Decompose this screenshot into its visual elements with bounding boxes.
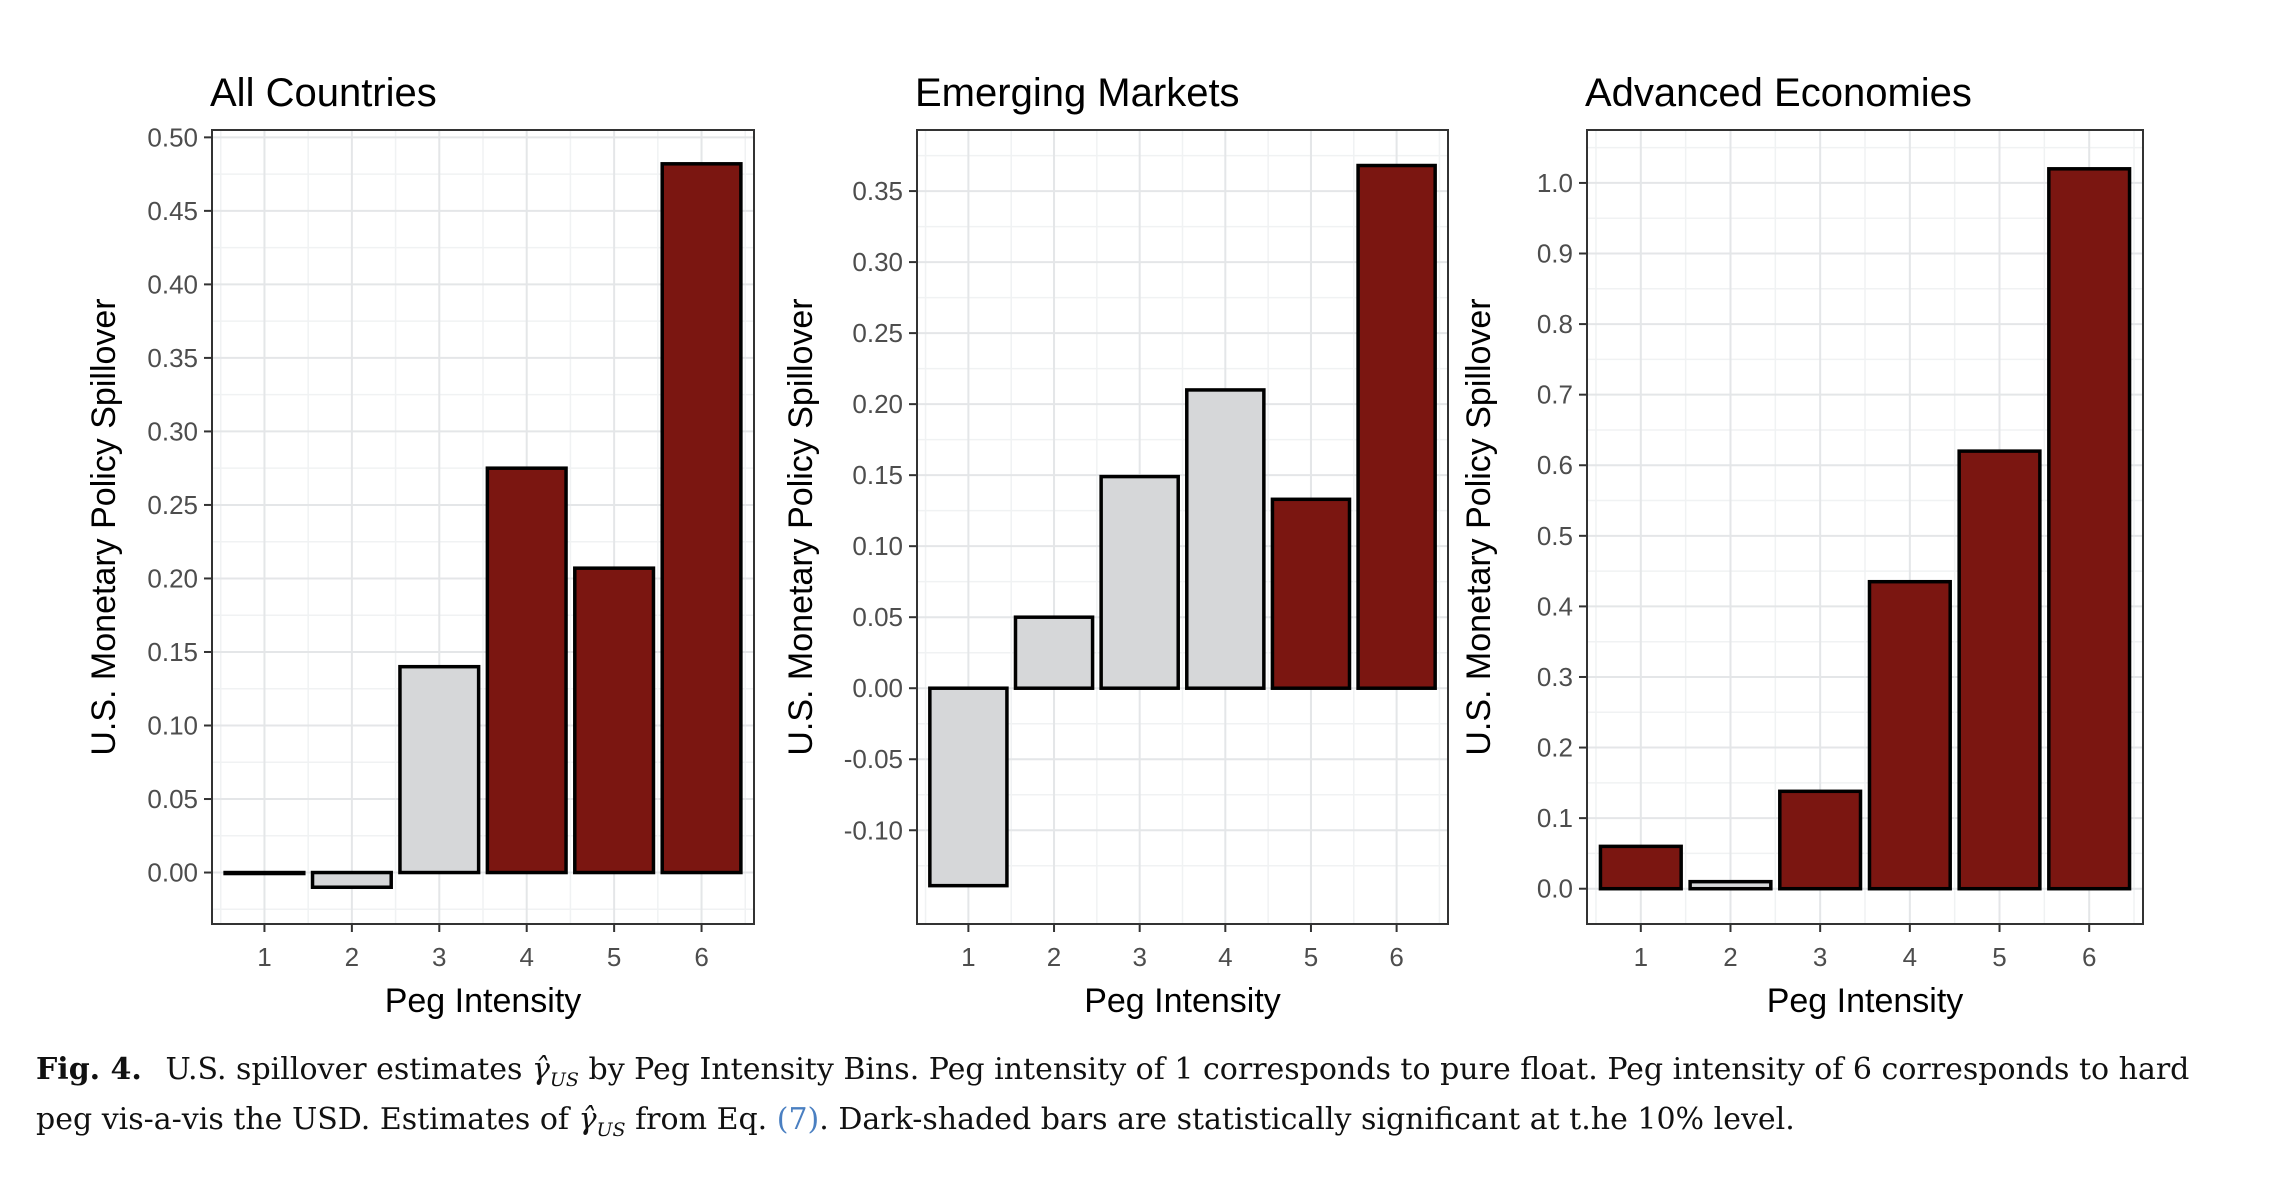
x-axis-label: Peg Intensity — [1767, 982, 1964, 1020]
chart-title: Advanced Economies — [1585, 71, 1972, 115]
x-tick-label: 2 — [1047, 942, 1061, 972]
y-axis-label: U.S. Monetary Policy Spillover — [85, 298, 123, 755]
y-tick-label: 0.05 — [147, 784, 198, 814]
x-tick-label: 1 — [1634, 942, 1648, 972]
panel-border — [916, 129, 1449, 925]
y-tick-label: 0.20 — [147, 563, 198, 593]
gamma-subscript-2: US — [596, 1119, 626, 1141]
bar-6 — [2047, 167, 2132, 891]
x-tick-label: 5 — [1304, 942, 1318, 972]
y-tick-label: 0.50 — [147, 122, 198, 152]
y-tick-label: 0.00 — [147, 858, 198, 888]
y-tick-label: 0.35 — [147, 343, 198, 373]
bar-1 — [1598, 844, 1683, 891]
x-axis-label: Peg Intensity — [1084, 982, 1281, 1020]
bar-5 — [1957, 449, 2042, 891]
bar-4 — [1185, 388, 1266, 690]
chart-title: All Countries — [210, 71, 437, 115]
bar-4 — [1867, 579, 1952, 891]
y-tick-label: 0.0 — [1537, 874, 1573, 904]
bar-2 — [310, 870, 393, 889]
bar-5 — [573, 566, 656, 875]
y-tick-label: 0.25 — [852, 318, 903, 348]
y-tick-label: 0.5 — [1537, 521, 1573, 551]
x-tick-label: 5 — [607, 942, 621, 972]
y-tick-label: 0.35 — [852, 176, 903, 206]
y-tick-label: 0.20 — [852, 389, 903, 419]
bar-6 — [660, 162, 743, 875]
x-tick-label: 6 — [2082, 942, 2096, 972]
gamma-subscript: US — [549, 1069, 579, 1091]
y-tick-label: 0.25 — [147, 490, 198, 520]
equation-link[interactable]: (7) — [776, 1102, 820, 1137]
y-tick-label: 0.9 — [1537, 239, 1573, 269]
y-tick-label: 0.00 — [852, 673, 903, 703]
figure-caption: Fig. 4. U.S. spillover estimates γ̂US by… — [36, 1050, 2246, 1150]
x-tick-label: 3 — [1813, 942, 1827, 972]
bar-5 — [1270, 497, 1352, 690]
x-tick-label: 2 — [345, 942, 359, 972]
y-tick-label: 0.2 — [1537, 733, 1573, 763]
caption-text-3: from Eq. — [635, 1102, 768, 1137]
bar-3 — [1778, 789, 1863, 891]
x-tick-label: 1 — [257, 942, 271, 972]
y-axis-label: U.S. Monetary Policy Spillover — [1460, 298, 1498, 755]
chart-panel-3: 0.0 0.1 0.2 0.3 0.4 0.5 0.6 0.7 0.8 0.9 1.0 1 2 3 4 5 6 A… — [1460, 71, 2144, 1020]
chart-title: Emerging Markets — [915, 71, 1240, 115]
x-tick-label: 6 — [1389, 942, 1403, 972]
y-tick-label: 0.10 — [852, 531, 903, 561]
chart-panel-2: -0.10 -0.05 0.00 0.05 0.10 0.15 0.20 0.25 0.30 0.… — [782, 71, 1449, 1020]
y-tick-label: 0.10 — [147, 711, 198, 741]
y-axis-label: U.S. Monetary Policy Spillover — [782, 298, 820, 755]
x-tick-label: 4 — [1218, 942, 1232, 972]
bar-1 — [928, 686, 1009, 888]
x-tick-label: 4 — [519, 942, 533, 972]
caption-text-1: U.S. spillover estimates — [165, 1052, 523, 1087]
x-tick-label: 4 — [1903, 942, 1917, 972]
y-tick-label: 0.3 — [1537, 662, 1573, 692]
panel-border — [1586, 129, 2144, 925]
bar-4 — [485, 466, 568, 875]
figure-label: Fig. 4. — [36, 1052, 142, 1087]
bar-1 — [223, 870, 306, 876]
bar-3 — [398, 664, 481, 875]
y-tick-label: 0.1 — [1537, 803, 1573, 833]
bar-6 — [1356, 163, 1437, 690]
x-tick-label: 5 — [1992, 942, 2006, 972]
bar-2 — [1013, 615, 1095, 690]
x-tick-label: 3 — [1132, 942, 1146, 972]
y-tick-label: 0.30 — [852, 247, 903, 277]
y-tick-label: 0.30 — [147, 416, 198, 446]
chart-panel-1: 0.00 0.05 0.10 0.15 0.20 0.25 0.30 0.35 0.40 0.45… — [85, 71, 755, 1020]
y-tick-label: 1.0 — [1537, 168, 1573, 198]
bar-3 — [1099, 474, 1180, 690]
caption-text-4: . Dark-shaded bars are statistically sig… — [819, 1102, 1795, 1137]
y-tick-label: 0.40 — [147, 269, 198, 299]
panel-border — [211, 129, 755, 925]
y-tick-label: 0.05 — [852, 602, 903, 632]
x-tick-label: 6 — [694, 942, 708, 972]
y-tick-label: -0.10 — [844, 815, 903, 845]
gamma-symbol: γ̂ — [531, 1052, 550, 1087]
y-tick-label: 0.15 — [147, 637, 198, 667]
x-tick-label: 2 — [1723, 942, 1737, 972]
y-tick-label: 0.4 — [1537, 591, 1573, 621]
charts-figure: 0.000.050.100.150.200.250.300.350.400.45… — [85, 71, 2144, 1020]
x-tick-label: 1 — [961, 942, 975, 972]
y-tick-label: 0.8 — [1537, 309, 1573, 339]
y-tick-label: 0.45 — [147, 196, 198, 226]
x-tick-label: 3 — [432, 942, 446, 972]
x-axis-label: Peg Intensity — [385, 982, 582, 1020]
caption-text-2: by Peg Intensity Bins. Peg intensity of … — [36, 1052, 2190, 1137]
y-tick-label: -0.05 — [844, 744, 903, 774]
y-tick-label: 0.7 — [1537, 380, 1573, 410]
y-tick-label: 0.15 — [852, 460, 903, 490]
bar-2 — [1688, 879, 1773, 891]
gamma-symbol-2: γ̂ — [578, 1102, 597, 1137]
y-tick-label: 0.6 — [1537, 450, 1573, 480]
